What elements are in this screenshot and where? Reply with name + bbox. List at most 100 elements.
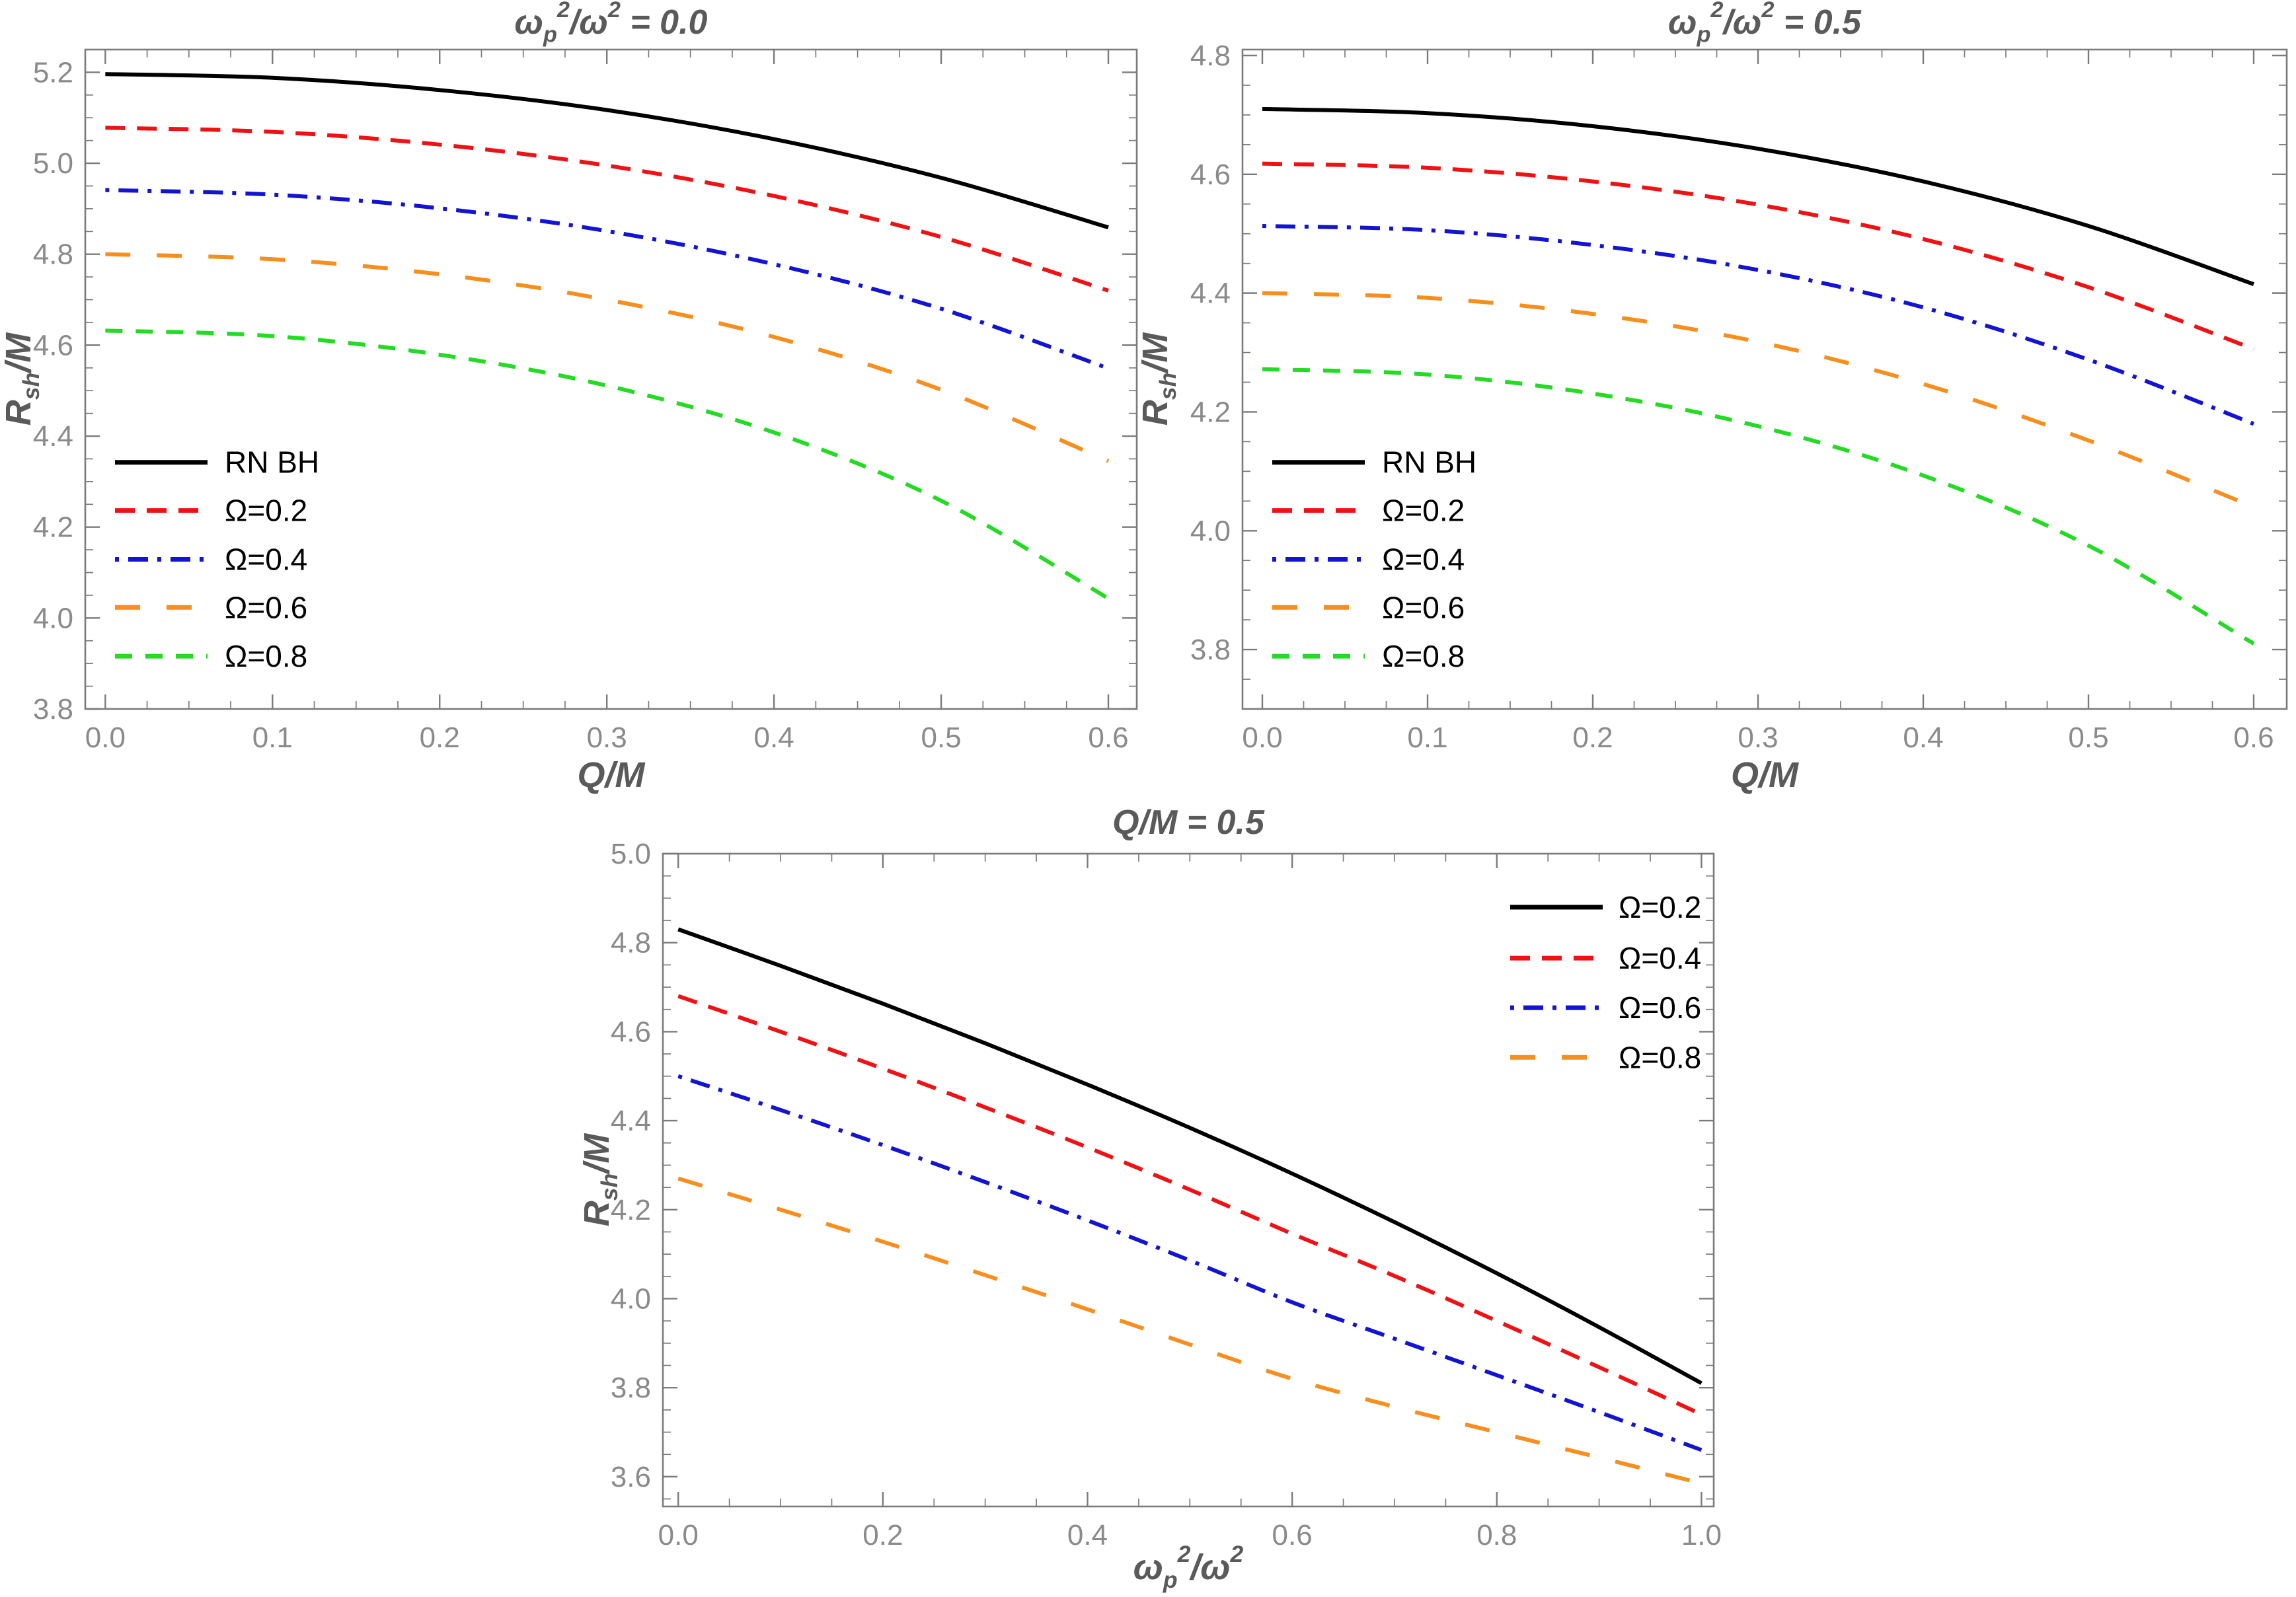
x-tick-label: 0.0 [85,722,126,754]
y-tick-label: 4.4 [1190,278,1231,310]
x-tick-label: 0.2 [420,722,460,754]
x-tick-label: 0.3 [587,722,627,754]
legend-label: Ω=0.6 [1382,590,1465,624]
y-axis-label: Rsh/M [0,332,44,426]
label-fragment: 2 [1229,1541,1243,1567]
label-fragment: 2 [556,0,570,22]
legend-item: Ω=0.6 [1510,990,1701,1025]
series-line--0.4 [677,994,1703,1417]
x-tick-label: 0.6 [2233,722,2274,754]
legend-item: Ω=0.6 [115,590,307,624]
y-axis-label-group: Rsh/M [1135,332,1181,426]
tick-marks [1243,50,2287,709]
label-fragment: ω [515,3,543,42]
legend-item: Ω=0.8 [1272,639,1465,673]
label-fragment: Q/M [578,755,646,795]
label-fragment: p [543,22,557,48]
legend-label: Ω=0.2 [1619,890,1701,924]
x-tick-label: 0.1 [252,722,293,754]
series-line--0.8 [1262,367,2255,646]
tick-marks [85,50,1137,710]
series-line--0.8 [677,1176,1703,1485]
label-fragment: R [577,1201,617,1226]
legend-label: Ω=0.2 [1382,494,1465,528]
y-tick-label: 4.8 [611,927,651,959]
legend: RN BH Ω=0.2 Ω=0.4 Ω=0.6 Ω=0.8 [1272,445,1476,673]
series-line--0.2 [105,126,1109,293]
y-axis-label: Rsh/M [577,1133,623,1227]
plot-plasma-0.5: 0.0 0.1 0.2 0.3 0.4 0.5 0.6 3.8 4.0 4.2 4.4 4.6 4.8 ω… [1135,0,2288,795]
legend-item: Ω=0.8 [115,639,307,673]
plot-frame [1241,48,2288,710]
x-tick-label: 0.1 [1407,722,1447,754]
label-fragment: sh [18,373,44,400]
y-tick-label: 3.6 [611,1461,651,1493]
x-tick-label: 0.4 [1067,1519,1108,1551]
y-tick-label: 4.6 [611,1016,651,1048]
x-tick-label: 0.0 [658,1519,699,1551]
y-axis-label-group: Rsh/M [577,1133,623,1227]
x-tick-label: 0.4 [754,722,794,754]
label-fragment: sh [1155,373,1181,400]
y-tick-label: 4.8 [1190,40,1231,72]
legend-item: Ω=0.4 [1272,542,1465,576]
x-axis-label: Q/M [578,755,646,795]
y-tick-label: 4.4 [33,420,73,453]
label-fragment: R [0,400,38,426]
plot-title: ωp2/ω2 = 0.0 [515,0,708,48]
label-fragment: /ω [1189,1547,1230,1587]
plot-frame [84,48,1138,710]
label-fragment: sh [596,1173,623,1201]
plot-qm-0.5: 0.0 0.2 0.4 0.6 0.8 1.0 3.6 3.8 4.0 4.2 4.4 4.6 4.8 5… [577,803,1722,1593]
series-line--0.4 [1262,224,2255,426]
x-tick-label: 0.8 [1476,1519,1517,1551]
x-tick-label: 0.0 [1242,722,1282,754]
x-tick-label: 0.6 [1088,722,1128,754]
label-fragment: /M [1135,332,1175,374]
y-tick-label: 4.0 [1190,515,1231,547]
legend-label: RN BH [225,445,319,480]
y-tick-label: 3.8 [1190,634,1231,666]
legend-item: Ω=0.4 [115,542,307,576]
series-line--0.4 [105,188,1110,371]
legend-item: Ω=0.6 [1272,590,1465,624]
legend-item: Ω=0.4 [1510,941,1701,975]
y-tick-label: 5.2 [33,56,73,89]
legend: Ω=0.2 Ω=0.4 Ω=0.6 Ω=0.8 [1510,890,1701,1074]
legend-label: Ω=0.8 [225,639,307,673]
y-tick-label: 4.0 [611,1282,651,1315]
y-tick-label: 3.8 [611,1372,651,1404]
label-fragment: /ω [568,3,608,42]
legend-label: Ω=0.4 [225,542,307,576]
series-line-rn-bh [105,72,1109,229]
label-fragment: p [1696,22,1710,48]
y-tick-label: 4.0 [33,602,73,634]
label-fragment: = 0.0 [621,3,708,42]
x-tick-label: 0.3 [1738,722,1778,754]
x-tick-label: 0.2 [1572,722,1613,754]
series-line--0.6 [677,1074,1703,1452]
x-tick-label: 0.4 [1903,722,1943,754]
x-axis-label: Q/M [1731,755,1799,795]
x-tick-label: 0.2 [862,1519,903,1551]
legend-label: Ω=0.6 [1619,990,1701,1025]
series-line-rn-bh [1262,106,2254,286]
plot-plasma-0.0: 0.0 0.1 0.2 0.3 0.4 0.5 0.6 3.8 4.0 4.2 4.4 4.6 4.8 5… [0,0,1138,795]
legend: RN BH Ω=0.2 Ω=0.4 Ω=0.6 Ω=0.8 [115,445,319,673]
y-tick-label: 5.0 [611,838,651,870]
label-fragment: /ω [1722,3,1761,42]
legend-item: Ω=0.2 [1510,890,1701,924]
series-line--0.8 [105,328,1110,601]
label-fragment: 2 [1761,0,1774,22]
label-fragment: Q/M = 0.5 [1112,803,1265,842]
legend-item: Ω=0.2 [115,494,307,528]
chart-plasma-0.5: 0.0 0.1 0.2 0.3 0.4 0.5 0.6 3.8 4.0 4.2 4.4 4.6 4.8 ω… [1124,0,2296,826]
legend-item: RN BH [1272,445,1476,480]
plot-frame [662,852,1715,1508]
label-fragment: Q/M [1731,755,1799,795]
y-tick-label: 4.4 [611,1105,651,1137]
chart-qm-0.5: 0.0 0.2 0.4 0.6 0.8 1.0 3.6 3.8 4.0 4.2 4.4 4.6 4.8 5… [575,780,1771,1597]
series-line--0.6 [1262,291,2255,509]
legend-label: Ω=0.8 [1382,639,1465,673]
